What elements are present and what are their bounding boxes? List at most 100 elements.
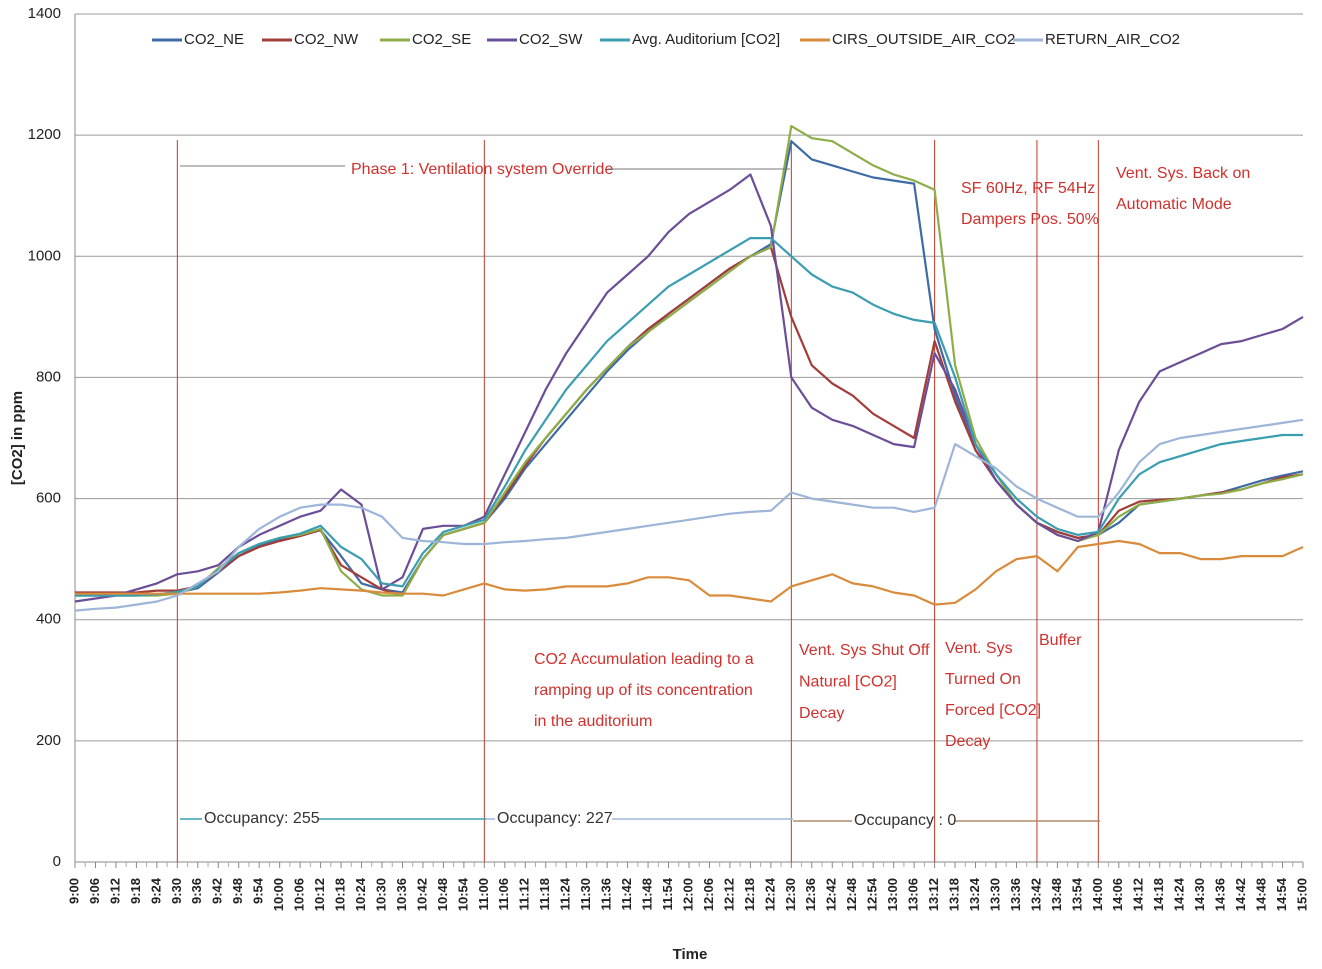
annotation: Vent. Sys. Back on (1116, 165, 1250, 182)
x-tick-label: 14:30 (1192, 878, 1207, 911)
legend-label: CO2_NE (184, 31, 244, 48)
x-tick-label: 9:30 (169, 878, 184, 904)
x-tick-label: 13:00 (885, 878, 900, 911)
legend-label: CO2_NW (294, 31, 359, 48)
x-axis-label: Time (673, 946, 708, 963)
occupancy-label: Occupancy : 0 (854, 812, 956, 829)
x-tick-label: 13:42 (1028, 878, 1043, 911)
x-tick-label: 12:24 (762, 877, 777, 911)
y-tick-label: 0 (53, 853, 61, 870)
x-tick-label: 12:30 (783, 878, 798, 911)
x-tick-label: 11:30 (578, 878, 593, 911)
annotation: Dampers Pos. 50% (961, 211, 1099, 228)
y-tick-label: 400 (36, 611, 61, 628)
x-tick-label: 14:12 (1131, 878, 1146, 911)
annotation: Vent. Sys Shut Off (799, 642, 930, 659)
x-tick-label: 11:54 (660, 877, 675, 910)
x-tick-label: 11:18 (537, 878, 552, 911)
legend-label: RETURN_AIR_CO2 (1045, 31, 1180, 48)
x-tick-label: 12:54 (865, 877, 880, 911)
x-tick-label: 10:54 (455, 877, 470, 911)
x-tick-label: 12:42 (824, 878, 839, 911)
y-tick-label: 600 (36, 490, 61, 507)
x-tick-label: 11:12 (517, 878, 532, 911)
x-tick-label: 10:48 (435, 878, 450, 911)
x-tick-label: 15:00 (1294, 878, 1309, 911)
x-tick-label: 10:18 (333, 878, 348, 911)
x-tick-label: 10:42 (414, 878, 429, 911)
x-tick-label: 10:12 (312, 878, 327, 911)
x-tick-label: 9:42 (210, 878, 225, 904)
x-tick-label: 13:30 (987, 878, 1002, 911)
series-line (75, 539, 1304, 606)
x-tick-label: 13:06 (906, 878, 921, 911)
x-tick-label: 14:06 (1110, 878, 1125, 911)
x-tick-label: 9:36 (189, 878, 204, 904)
y-tick-label: 800 (36, 368, 61, 385)
annotation: Phase 1: Ventilation system Override (351, 161, 613, 178)
annotation: Decay (799, 705, 844, 722)
x-tick-label: 11:00 (476, 878, 491, 911)
x-tick-label: 13:54 (1069, 877, 1084, 911)
y-tick-label: 200 (36, 732, 61, 749)
y-tick-label: 1400 (28, 5, 61, 22)
x-tick-label: 9:54 (251, 877, 266, 904)
y-tick-label: 1000 (28, 247, 61, 264)
x-tick-label: 14:24 (1172, 877, 1187, 911)
y-tick-label: 1200 (28, 126, 61, 143)
annotation: Vent. Sys (945, 640, 1013, 657)
annotation: Buffer (1039, 632, 1082, 649)
annotation: SF 60Hz, RF 54Hz (961, 180, 1095, 197)
x-tick-label: 11:24 (558, 877, 573, 910)
x-tick-label: 11:42 (619, 878, 634, 911)
x-tick-label: 10:06 (292, 878, 307, 911)
x-tick-label: 14:18 (1151, 878, 1166, 911)
x-tick-label: 14:36 (1213, 878, 1228, 911)
x-tick-label: 9:00 (66, 878, 81, 904)
x-tick-label: 10:24 (353, 877, 368, 911)
annotation: Turned On (945, 671, 1021, 688)
annotation: CO2 Accumulation leading to a (534, 651, 754, 668)
legend-label: CIRS_OUTSIDE_AIR_CO2 (832, 31, 1015, 48)
annotation: Automatic Mode (1116, 196, 1232, 213)
x-tick-label: 12:48 (844, 878, 859, 911)
x-tick-label: 9:18 (128, 878, 143, 904)
x-tick-label: 9:12 (107, 878, 122, 904)
x-tick-label: 11:36 (599, 878, 614, 911)
y-axis-label: [CO2] in ppm (9, 391, 26, 485)
x-tick-label: 9:24 (148, 877, 163, 904)
occupancy-label: Occupancy: 227 (497, 810, 613, 827)
series-line (75, 237, 1303, 597)
x-tick-label: 13:12 (926, 878, 941, 911)
annotation: Natural [CO2] (799, 674, 897, 691)
series-line (74, 418, 1304, 612)
annotation: Forced [CO2] (945, 702, 1041, 719)
x-tick-label: 12:12 (721, 878, 736, 911)
x-tick-label: 13:48 (1049, 878, 1064, 911)
annotation: in the auditorium (534, 713, 652, 730)
series-line (74, 173, 1304, 603)
x-tick-label: 12:18 (742, 878, 757, 911)
x-tick-label: 10:00 (271, 878, 286, 911)
x-tick-label: 14:48 (1254, 878, 1269, 911)
x-tick-label: 10:36 (394, 878, 409, 911)
annotation: ramping up of its concentration (534, 682, 753, 699)
x-tick-label: 13:24 (967, 877, 982, 911)
occupancy-label: Occupancy: 255 (204, 810, 320, 827)
legend-label: Avg. Auditorium [CO2] (632, 31, 780, 48)
x-tick-label: 14:00 (1090, 878, 1105, 911)
legend-label: CO2_SE (412, 31, 471, 48)
x-tick-label: 13:18 (947, 878, 962, 911)
x-tick-label: 11:48 (640, 878, 655, 911)
annotation: Decay (945, 733, 990, 750)
x-tick-label: 14:42 (1233, 878, 1248, 911)
x-tick-label: 9:48 (230, 878, 245, 904)
x-tick-label: 9:06 (87, 878, 102, 904)
x-tick-label: 13:36 (1008, 878, 1023, 911)
x-tick-label: 11:06 (496, 878, 511, 911)
legend-label: CO2_SW (519, 31, 583, 48)
x-tick-label: 12:00 (680, 878, 695, 911)
x-tick-label: 12:36 (803, 878, 818, 911)
x-tick-label: 10:30 (373, 878, 388, 911)
